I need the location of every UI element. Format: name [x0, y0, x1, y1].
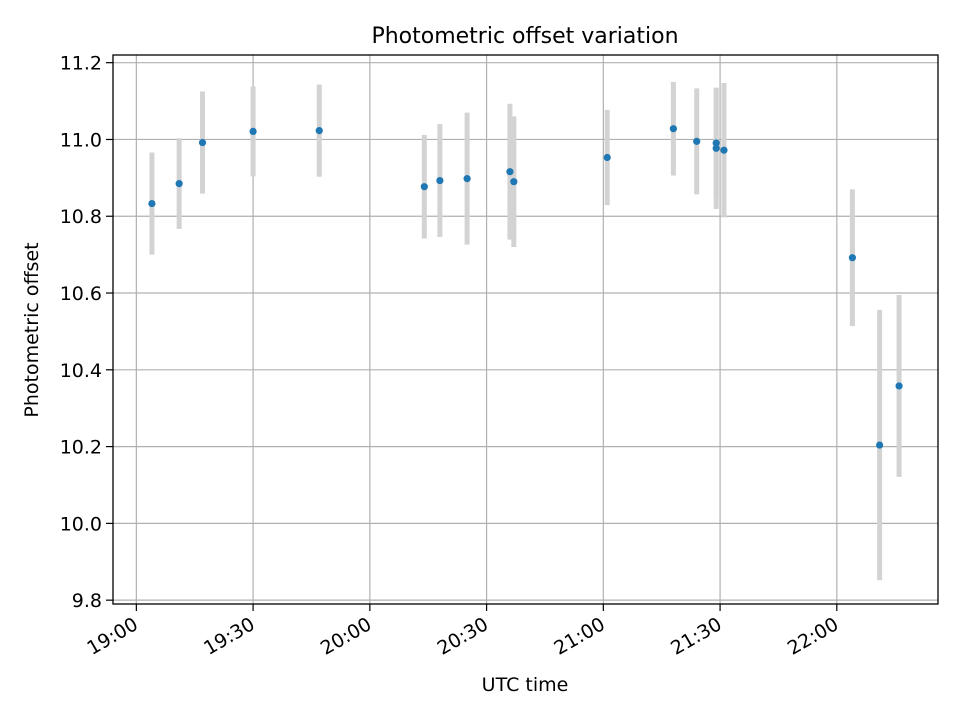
- x-tick-label: 20:30: [434, 613, 492, 659]
- data-point: [315, 127, 323, 135]
- data-point: [510, 178, 518, 186]
- x-tick-label: 21:00: [550, 613, 608, 659]
- grid-lines: [113, 55, 938, 604]
- y-tick-label: 10.4: [60, 360, 102, 382]
- y-tick-label: 11.0: [60, 129, 102, 151]
- data-point: [669, 125, 677, 133]
- y-tick-label: 10.2: [60, 437, 102, 459]
- x-tick-label: 21:30: [667, 613, 725, 659]
- data-point: [506, 168, 514, 176]
- y-tick-label: 9.8: [72, 590, 102, 612]
- y-tick-label: 10.0: [60, 513, 102, 535]
- data-point: [848, 254, 856, 262]
- data-point: [148, 199, 156, 208]
- data-points: [148, 125, 903, 449]
- data-point: [720, 146, 728, 154]
- data-point: [463, 175, 471, 183]
- data-point: [198, 138, 207, 147]
- data-point: [895, 382, 903, 390]
- data-point: [175, 180, 183, 188]
- x-axis-label: UTC time: [482, 674, 569, 696]
- chart-title: Photometric offset variation: [371, 24, 678, 49]
- data-point: [693, 137, 701, 145]
- data-point: [603, 153, 611, 162]
- y-tick-label: 11.2: [60, 53, 102, 75]
- plot-frame: [112, 54, 939, 605]
- y-tick-label: 10.8: [60, 206, 102, 228]
- data-point: [712, 144, 720, 152]
- x-tick-label: 20:00: [317, 613, 375, 659]
- data-point: [249, 127, 257, 135]
- y-axis-label: Photometric offset: [21, 242, 43, 417]
- y-tick-label: 10.6: [60, 283, 102, 305]
- data-point: [436, 176, 444, 185]
- x-tick-label: 19:30: [200, 613, 258, 659]
- x-tick-label: 22:00: [784, 613, 842, 659]
- data-point: [876, 441, 884, 449]
- data-point: [420, 183, 428, 191]
- data-point: [712, 139, 720, 147]
- error-bars: [149, 81, 902, 581]
- x-tick-label: 19:00: [83, 613, 141, 659]
